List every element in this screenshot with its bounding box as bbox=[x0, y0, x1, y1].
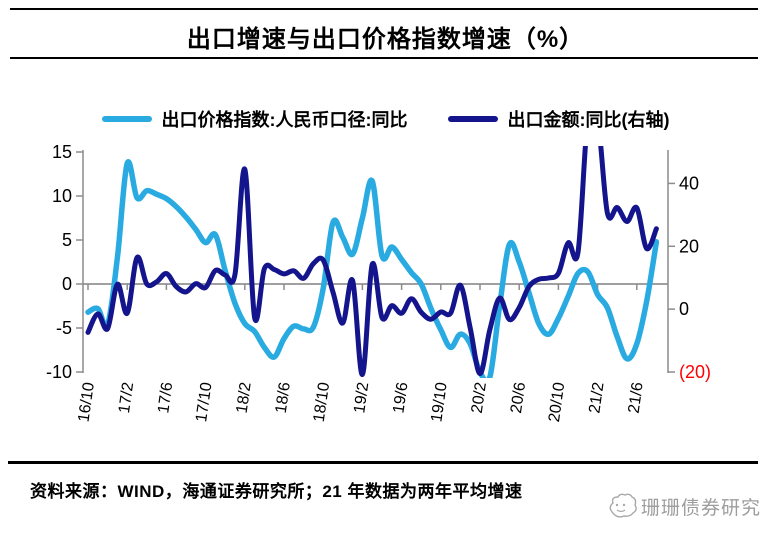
x-axis-tick-label: 20/2 bbox=[469, 381, 490, 414]
right-axis-tick-label: 20 bbox=[679, 236, 699, 256]
x-axis-tick-label: 17/10 bbox=[193, 381, 215, 423]
watermark: 珊珊债券研究 bbox=[605, 490, 761, 522]
left-axis-tick-label: 5 bbox=[62, 230, 72, 250]
chart-plot: 15 10 5 0 -5 -10 40 20 0 (20) 16/10 17/2 17/6 17/10 18… bbox=[46, 142, 711, 423]
x-axis-tick-label: 19/10 bbox=[428, 381, 450, 423]
watermark-text: 珊珊债券研究 bbox=[640, 497, 761, 519]
x-axis-tick-label: 18/2 bbox=[234, 381, 255, 414]
x-axis-tick-label: 18/6 bbox=[273, 381, 294, 414]
x-axis-tick-label: 20/6 bbox=[508, 381, 529, 414]
title-divider-top bbox=[10, 8, 758, 10]
x-axis-tick-label: 21/6 bbox=[626, 381, 647, 414]
title-divider-bottom bbox=[10, 57, 758, 59]
legend-label-price-index: 出口价格指数:人民币口径:同比 bbox=[161, 110, 408, 130]
source-note: 资料来源：WIND，海通证券研究所；21 年数据为两年平均增速 bbox=[30, 482, 523, 501]
right-axis-tick-label: 40 bbox=[679, 173, 699, 193]
price-index-line bbox=[85, 159, 660, 378]
watermark-doodle-icon bbox=[609, 493, 637, 518]
right-axis-tick-label: 0 bbox=[679, 299, 689, 319]
right-axis-tick-label: (20) bbox=[679, 362, 711, 382]
left-axis-tick-label: 10 bbox=[52, 186, 72, 206]
x-axis-tick-label: 16/10 bbox=[76, 381, 98, 423]
legend-item-price-index: 出口价格指数:人民币口径:同比 bbox=[101, 106, 408, 132]
legend-label-export-value: 出口金额:同比(右轴) bbox=[507, 110, 670, 130]
chart-legend: 出口价格指数:人民币口径:同比 出口金额:同比(右轴) bbox=[0, 106, 771, 132]
legend-swatch-export-value bbox=[447, 116, 498, 122]
left-axis-tick-label: 0 bbox=[62, 274, 72, 294]
left-axis-tick-label: -10 bbox=[46, 362, 72, 382]
x-axis-tick-label: 17/2 bbox=[116, 381, 137, 414]
legend-item-export-value: 出口金额:同比(右轴) bbox=[447, 106, 670, 132]
x-axis-tick-label: 19/6 bbox=[390, 381, 411, 414]
export-value-line bbox=[85, 146, 659, 378]
legend-swatch-price-index bbox=[101, 116, 152, 122]
left-axis-tick-label: -5 bbox=[56, 318, 72, 338]
footer-divider bbox=[8, 461, 758, 464]
left-axis-tick-label: 15 bbox=[52, 142, 72, 162]
x-axis-tick-label: 17/6 bbox=[155, 381, 176, 414]
x-axis-tick-label: 18/10 bbox=[311, 381, 333, 423]
chart-title: 出口增速与出口价格指数增速（%） bbox=[186, 26, 585, 53]
x-axis-tick-label: 21/2 bbox=[586, 381, 607, 414]
x-axis-tick-label: 20/10 bbox=[546, 381, 568, 423]
x-axis-tick-label: 19/2 bbox=[351, 381, 372, 414]
